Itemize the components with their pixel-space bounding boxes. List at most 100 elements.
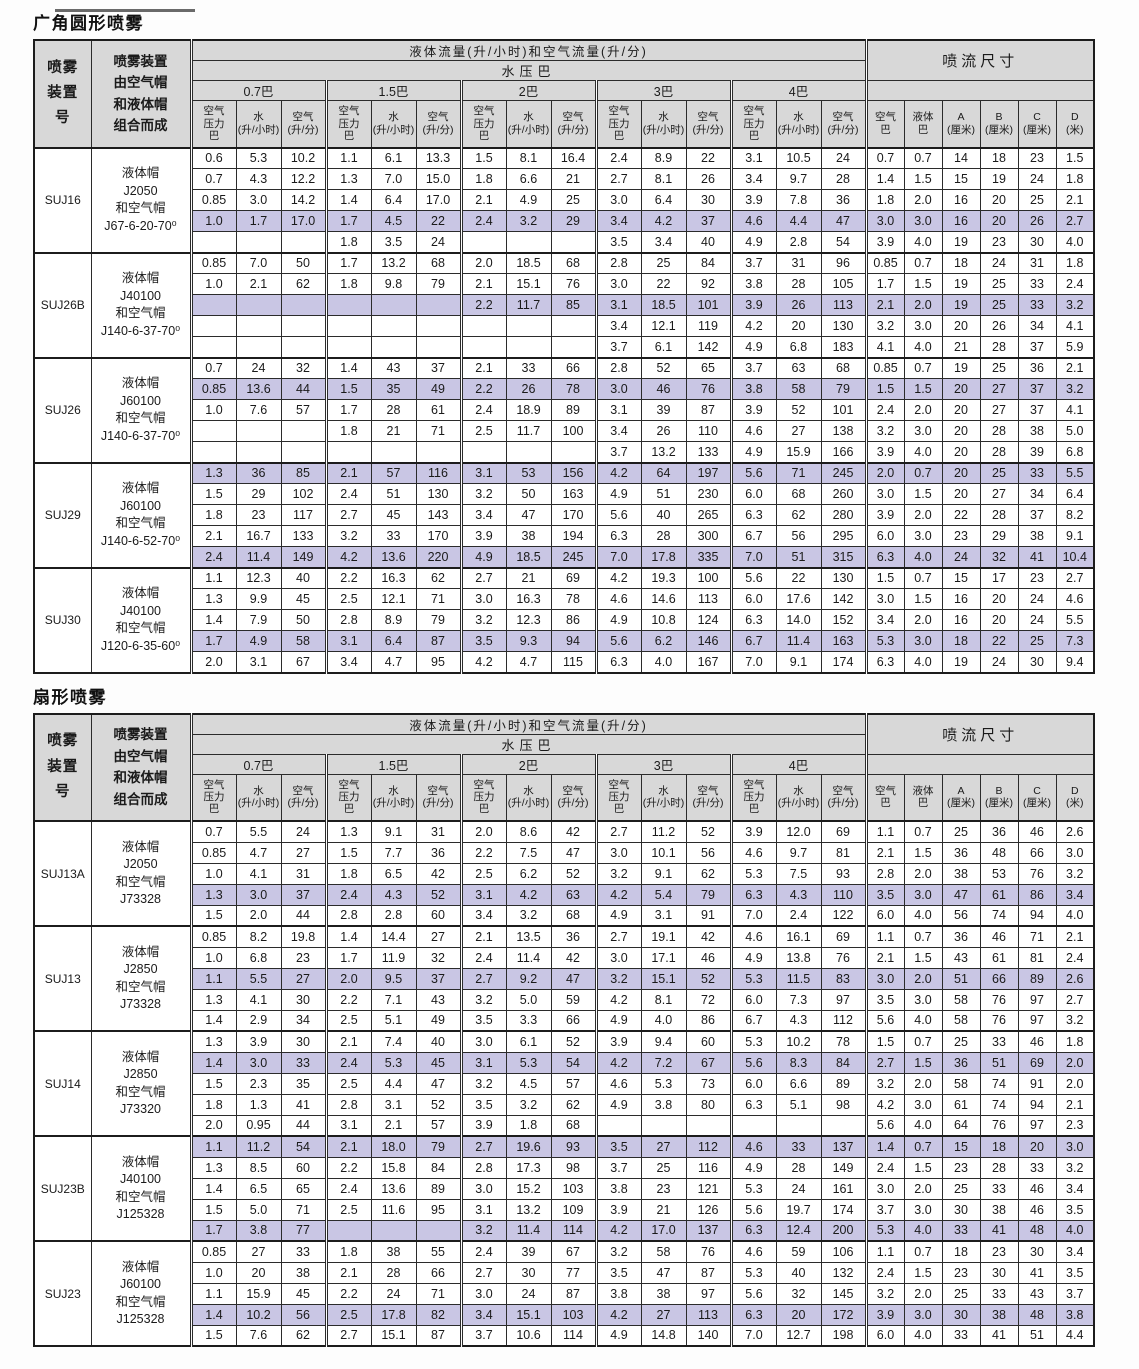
spray-size-cell: 2.0 xyxy=(903,294,943,316)
flow-cell: 280 xyxy=(820,504,867,526)
spray-size-cell: 19 xyxy=(941,273,981,295)
flow-cell: 4.6 xyxy=(729,420,777,442)
spray-size-cell: 20 xyxy=(979,189,1019,211)
flow-cell: 3.9 xyxy=(459,1114,507,1137)
spray-header-spacer xyxy=(864,753,1095,775)
flow-cell: 3.8 xyxy=(640,1093,687,1116)
flow-cell: 40 xyxy=(640,504,687,526)
spray-size-cell: 3.0 xyxy=(864,483,905,505)
spray-size-cell: 1.1 xyxy=(864,1240,905,1263)
spray-size-cell: 91 xyxy=(1017,1072,1057,1095)
flow-cell: 1.5 xyxy=(189,1324,237,1347)
spray-size-cell: 3.0 xyxy=(903,1093,943,1116)
flow-cell xyxy=(459,441,507,463)
data-row: 1.3 9.9 45 2.5 12.1 71 3.0 16.3 78 4.6 14.6 113 6.0 1… xyxy=(34,588,1095,610)
flow-cell: 1.7 xyxy=(189,630,237,652)
flow-cell: 4.9 xyxy=(594,483,642,505)
flow-cell: 174 xyxy=(820,1198,867,1221)
spray-size-cell: 4.0 xyxy=(903,1114,943,1137)
flow-cell: 11.4 xyxy=(775,630,822,652)
table-title-fan: 扇形喷雾 xyxy=(33,687,107,707)
flow-cell: 17.8 xyxy=(370,1303,417,1326)
flow-cell: 2.8 xyxy=(370,904,417,927)
flow-cell: 11.9 xyxy=(370,946,417,969)
spray-size-cell: 25 xyxy=(941,820,981,843)
spray-size-cell: 3.0 xyxy=(864,1177,905,1200)
flow-cell: 22 xyxy=(415,210,462,232)
flow-cell: 11.5 xyxy=(775,967,822,990)
flow-cell: 149 xyxy=(280,546,327,568)
data-row: SUJ13A 液体帽 J2050 和空气帽 J73328 0.7 5.5 24 1.3 9.… xyxy=(33,820,1095,927)
flow-cell: 42 xyxy=(550,820,597,843)
flow-cell: 315 xyxy=(820,546,867,568)
flow-cell: 2.1 xyxy=(324,461,372,484)
spray-size-cell: 0.7 xyxy=(903,356,943,379)
spray-size-cell: 38 xyxy=(941,862,981,885)
spray-size-cell: 38 xyxy=(1017,420,1057,442)
flow-cell: 37 xyxy=(415,967,462,990)
flow-cell: 3.1 xyxy=(235,651,282,673)
spray-size-cell: 41 xyxy=(1017,1261,1057,1284)
spray-size-cell: 2.0 xyxy=(1055,1072,1095,1095)
data-row: 1.4 6.5 65 2.4 13.6 89 3.0 15.2 103 3.8 23 121 5.3 24… xyxy=(34,1177,1095,1200)
flow-cell: 0.95 xyxy=(235,1114,282,1137)
flow-cell: 7.3 xyxy=(775,988,822,1011)
flow-cell: 130 xyxy=(820,566,867,589)
pressure-col-header: 2巴 xyxy=(459,753,597,775)
flow-cell: 9.9 xyxy=(235,588,282,610)
data-row: 2.4 11.4 149 4.2 13.6 220 4.9 18.5 245 7.0 17.8 335… xyxy=(34,546,1095,568)
flow-cell: 1.7 xyxy=(324,210,372,232)
flow-cell: 17.6 xyxy=(775,588,822,610)
flow-cell xyxy=(280,294,327,316)
flow-cell: 130 xyxy=(820,315,867,337)
flow-cell: 3.9 xyxy=(729,399,777,421)
spray-size-cell: 25 xyxy=(941,1030,981,1053)
flow-cell: 9.4 xyxy=(640,1030,687,1053)
spray-size-cell: 33 xyxy=(941,1219,981,1242)
flow-cell: 113 xyxy=(685,588,732,610)
sub-col-header: 空气 (升/分) xyxy=(550,773,597,822)
wide-angle-spray-section: 广角圆形喷雾 喷雾 装置 号喷雾装置 由空气帽 和液体帽 组合而成 液体流量(升/… xyxy=(0,9,1139,674)
device-id-cell: SUJ30 xyxy=(33,566,92,673)
flow-cell: 13.2 xyxy=(505,1198,552,1221)
spray-size-cell: 31 xyxy=(1017,251,1057,274)
data-row: 1.3 4.1 30 2.2 7.1 43 3.2 5.0 59 4.2 8.1 72 6.0 7.3 97… xyxy=(34,988,1095,1011)
flow-cell: 12.3 xyxy=(235,566,282,589)
spray-size-cell: 3.4 xyxy=(1055,1240,1095,1263)
data-row: 1.0 6.8 23 1.7 11.9 32 2.4 11.4 42 3.0 17.1 46 4.9 13… xyxy=(34,946,1095,969)
spray-size-cell: 3.0 xyxy=(903,630,943,652)
spray-size-cell: 0.7 xyxy=(903,1030,943,1053)
flow-cell: 4.0 xyxy=(640,651,687,673)
flow-cell: 2.5 xyxy=(324,1072,372,1095)
flow-cell: 140 xyxy=(685,1324,732,1347)
spray-size-cell: 0.7 xyxy=(903,1240,943,1263)
cap-combination-cell: 液体帽 J60100 和空气帽 J140-6-37-70⁰ xyxy=(90,356,192,463)
flow-cell: 0.85 xyxy=(189,925,237,948)
flow-cell: 68 xyxy=(550,904,597,927)
flow-cell: 2.1 xyxy=(459,925,507,948)
flow-cell: 110 xyxy=(820,883,867,906)
spray-col-header: A (厘米) xyxy=(941,773,981,822)
flow-cell: 79 xyxy=(415,273,462,295)
flow-cell: 37 xyxy=(415,356,462,379)
flow-cell: 1.8 xyxy=(189,504,237,526)
spray-size-cell: 25 xyxy=(1017,189,1057,211)
flow-cell: 4.3 xyxy=(775,1009,822,1032)
flow-cell: 82 xyxy=(415,1303,462,1326)
flow-cell: 1.8 xyxy=(189,1093,237,1116)
flow-cell: 3.0 xyxy=(594,946,642,969)
flow-cell: 17.0 xyxy=(415,189,462,211)
flow-cell: 1.3 xyxy=(189,883,237,906)
fan-spray-section: 扇形喷雾 喷雾 装置 号喷雾装置 由空气帽 和液体帽 组合而成 液体流量(升/小时… xyxy=(0,683,1139,1347)
spray-size-cell: 3.0 xyxy=(903,315,943,337)
spray-size-cell: 5.0 xyxy=(1055,420,1095,442)
flow-cell: 4.6 xyxy=(729,1135,777,1158)
flow-cell xyxy=(370,336,417,358)
flow-cell: 146 xyxy=(685,630,732,652)
flow-cell: 2.2 xyxy=(324,1156,372,1179)
flow-cell: 68 xyxy=(775,483,822,505)
flow-cell: 13.3 xyxy=(415,146,462,169)
flow-cell: 89 xyxy=(550,399,597,421)
flow-cell: 106 xyxy=(820,1240,867,1263)
flow-cell: 8.9 xyxy=(370,609,417,631)
